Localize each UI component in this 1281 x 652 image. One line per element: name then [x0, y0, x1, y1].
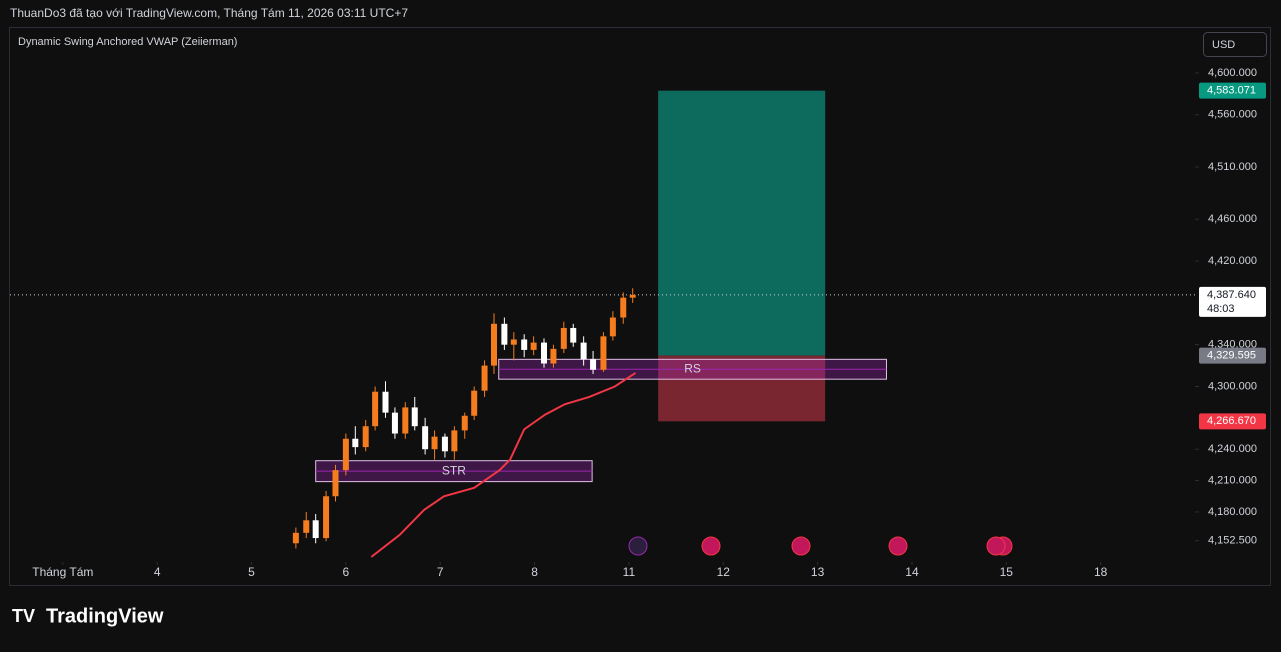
candle-body [352, 438, 359, 448]
candle-body [521, 339, 528, 350]
x-tick-label: 6 [343, 565, 350, 579]
vwap-line [370, 372, 637, 558]
x-tick-label: Tháng Tám [32, 565, 93, 579]
price-tag [1199, 286, 1266, 317]
candle-body [620, 297, 627, 318]
price-tag [1199, 347, 1266, 364]
candle-body [461, 415, 468, 431]
indicator-name: Dynamic Swing Anchored VWAP (Zeiierman) [18, 36, 237, 48]
candle-body [411, 407, 418, 427]
candle-body [609, 317, 616, 337]
countdown: 48:03 [1207, 303, 1235, 315]
y-tick-label: 4,460.000 [1208, 213, 1257, 225]
currency-button[interactable] [1203, 32, 1267, 57]
candle-body [382, 391, 389, 413]
candle-body [422, 426, 429, 450]
price-tag-label: 4,266.670 [1207, 415, 1256, 427]
x-tick-label: 8 [531, 565, 538, 579]
price-tag-label: 4,387.640 [1207, 289, 1256, 301]
candle-body [292, 532, 299, 544]
target-zone [658, 90, 826, 356]
chart-panel [9, 27, 1271, 586]
x-tick-label: 5 [248, 565, 255, 579]
x-tick-label: 14 [905, 565, 919, 579]
y-tick-label: 4,180.000 [1208, 506, 1257, 518]
x-tick-label: 15 [1000, 565, 1014, 579]
event-icons [628, 536, 1013, 556]
event-icon[interactable] [888, 536, 908, 556]
candle-body [441, 436, 448, 452]
brand-logo: TV [12, 606, 35, 626]
y-tick-label: 4,240.000 [1208, 443, 1257, 455]
y-tick-label: 4,560.000 [1208, 109, 1257, 121]
candle-body [471, 390, 478, 416]
x-tick-label: 13 [811, 565, 825, 579]
y-tick-label: 4,210.000 [1208, 474, 1257, 486]
x-tick-label: 7 [437, 565, 444, 579]
candle-body [342, 438, 349, 471]
candle-body [451, 430, 458, 452]
candle-body [491, 323, 498, 366]
candle-body [580, 342, 587, 360]
candle-body [501, 323, 508, 345]
candle-body [510, 339, 517, 345]
price-tag-label: 4,329.595 [1207, 349, 1256, 361]
candle-body [372, 391, 379, 427]
price-tag-label: 4,583.071 [1207, 85, 1256, 97]
zone-label: STR [442, 463, 466, 477]
price-tag [1199, 413, 1266, 430]
candle-body [362, 426, 369, 448]
candle-body [550, 348, 557, 364]
stop-zone [658, 355, 826, 422]
candle-body [481, 365, 488, 391]
candle-body [530, 342, 537, 350]
event-icon[interactable] [986, 536, 1006, 556]
price-tag [1199, 82, 1266, 99]
header-title: ThuanDo3 đã tạo với TradingView.com, Thá… [10, 6, 408, 20]
x-tick-label: 12 [717, 565, 731, 579]
candle-body [431, 436, 438, 450]
zone-label: RS [684, 361, 701, 375]
candle-body [629, 294, 636, 298]
candle-body [402, 407, 409, 434]
candle-body [332, 470, 339, 497]
plot: 4,600.000 4,560.000 4,510.000 4,460.000 4,42… [10, 67, 1266, 579]
y-tick-label: 4,152.500 [1208, 535, 1257, 547]
brand: TradingView [46, 605, 164, 627]
currency: USD [1212, 39, 1235, 51]
event-icon[interactable] [791, 536, 811, 556]
candle-body [303, 520, 310, 533]
candle-body [323, 496, 330, 539]
candle-body [391, 412, 398, 434]
x-tick-label: 4 [154, 565, 161, 579]
x-tick-label: 11 [623, 565, 636, 579]
candle-body [590, 359, 597, 370]
candle-body [600, 336, 607, 370]
y-tick-label: 4,420.000 [1208, 255, 1257, 267]
candle-body [560, 327, 567, 349]
candle-body [541, 342, 548, 364]
event-icon[interactable] [701, 536, 721, 556]
candle-body [312, 520, 319, 539]
event-icon[interactable] [628, 536, 648, 556]
candle-body [570, 327, 577, 343]
y-tick-label: 4,600.000 [1208, 67, 1257, 79]
x-tick-label: 18 [1094, 565, 1108, 579]
y-tick-label: 4,300.000 [1208, 380, 1257, 392]
y-tick-label: 4,510.000 [1208, 161, 1257, 173]
